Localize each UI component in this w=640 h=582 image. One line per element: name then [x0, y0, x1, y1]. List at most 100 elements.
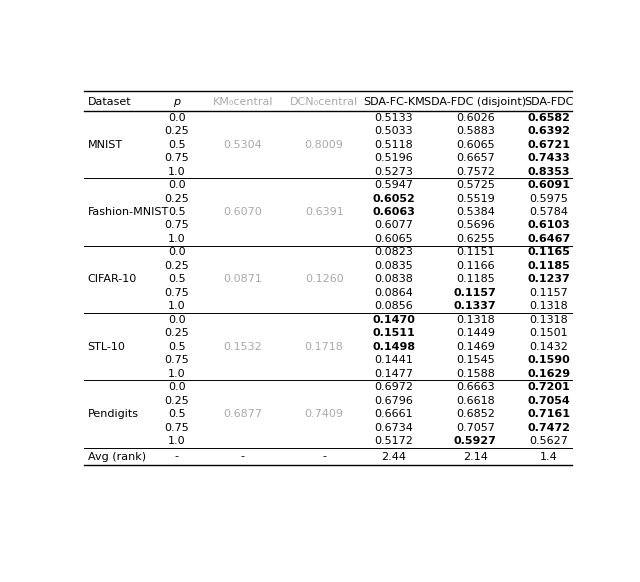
Text: 0.6852: 0.6852 — [456, 409, 495, 419]
Text: 0.7409: 0.7409 — [305, 409, 344, 419]
Text: 0.0: 0.0 — [168, 113, 186, 123]
Text: 0.6467: 0.6467 — [527, 234, 570, 244]
Text: 0.1318: 0.1318 — [529, 301, 568, 311]
Text: 0.1318: 0.1318 — [456, 315, 495, 325]
Text: 0.5172: 0.5172 — [374, 436, 413, 446]
Text: 0.7572: 0.7572 — [456, 166, 495, 176]
Text: 0.7472: 0.7472 — [527, 423, 570, 432]
Text: 0.25: 0.25 — [164, 261, 189, 271]
Text: 0.5725: 0.5725 — [456, 180, 495, 190]
Text: 0.6721: 0.6721 — [527, 140, 570, 150]
Text: 0.1498: 0.1498 — [372, 342, 415, 352]
Text: 1.0: 1.0 — [168, 369, 186, 379]
Text: 0.6796: 0.6796 — [374, 396, 413, 406]
Text: 0.0864: 0.0864 — [374, 288, 413, 298]
Text: 0.1151: 0.1151 — [456, 247, 495, 257]
Text: 1.0: 1.0 — [168, 166, 186, 176]
Text: 0.6734: 0.6734 — [374, 423, 413, 432]
Text: 0.5883: 0.5883 — [456, 126, 495, 136]
Text: Pendigits: Pendigits — [88, 409, 139, 419]
Text: 0.5273: 0.5273 — [374, 166, 413, 176]
Text: 1.0: 1.0 — [168, 234, 186, 244]
Text: 0.7161: 0.7161 — [527, 409, 570, 419]
Text: 0.1260: 0.1260 — [305, 274, 344, 285]
Text: 0.0871: 0.0871 — [223, 274, 262, 285]
Text: 0.7201: 0.7201 — [527, 382, 570, 392]
Text: 0.5118: 0.5118 — [374, 140, 413, 150]
Text: 0.6103: 0.6103 — [527, 221, 570, 230]
Text: 0.6026: 0.6026 — [456, 113, 495, 123]
Text: 0.0823: 0.0823 — [374, 247, 413, 257]
Text: STL-10: STL-10 — [88, 342, 125, 352]
Text: 0.6582: 0.6582 — [527, 113, 570, 123]
Text: 0.1590: 0.1590 — [527, 355, 570, 365]
Text: SDA-FDC (disjoint): SDA-FDC (disjoint) — [424, 97, 526, 107]
Text: 0.1165: 0.1165 — [527, 247, 570, 257]
Text: 0.7433: 0.7433 — [527, 153, 570, 163]
Text: SDA-FC-KM: SDA-FC-KM — [363, 97, 425, 107]
Text: 0.5: 0.5 — [168, 342, 186, 352]
Text: 0.6391: 0.6391 — [305, 207, 344, 217]
Text: 0.5627: 0.5627 — [529, 436, 568, 446]
Text: 2.44: 2.44 — [381, 452, 406, 462]
Text: 1.0: 1.0 — [168, 436, 186, 446]
Text: 0.75: 0.75 — [164, 153, 189, 163]
Text: -: - — [241, 452, 244, 462]
Text: 0.8009: 0.8009 — [305, 140, 344, 150]
Text: 0.1501: 0.1501 — [529, 328, 568, 338]
Text: 0.75: 0.75 — [164, 423, 189, 432]
Text: 0.5384: 0.5384 — [456, 207, 495, 217]
Text: 0.6052: 0.6052 — [372, 194, 415, 204]
Text: 0.6877: 0.6877 — [223, 409, 262, 419]
Text: 0.1166: 0.1166 — [456, 261, 495, 271]
Text: 0.1477: 0.1477 — [374, 369, 413, 379]
Text: 0.1718: 0.1718 — [305, 342, 344, 352]
Text: 0.6063: 0.6063 — [372, 207, 415, 217]
Text: 1.4: 1.4 — [540, 452, 557, 462]
Text: 1.0: 1.0 — [168, 301, 186, 311]
Text: 0.1545: 0.1545 — [456, 355, 495, 365]
Text: 0.6661: 0.6661 — [374, 409, 413, 419]
Text: MNIST: MNIST — [88, 140, 123, 150]
Text: 0.75: 0.75 — [164, 355, 189, 365]
Text: 0.0: 0.0 — [168, 247, 186, 257]
Text: 0.25: 0.25 — [164, 126, 189, 136]
Text: 0.1318: 0.1318 — [529, 315, 568, 325]
Text: 0.75: 0.75 — [164, 288, 189, 298]
Text: 0.1588: 0.1588 — [456, 369, 495, 379]
Text: 0.5: 0.5 — [168, 409, 186, 419]
Text: 0.5196: 0.5196 — [374, 153, 413, 163]
Text: 0.6077: 0.6077 — [374, 221, 413, 230]
Text: 0.5696: 0.5696 — [456, 221, 495, 230]
Text: 2.14: 2.14 — [463, 452, 488, 462]
Text: 0.1629: 0.1629 — [527, 369, 570, 379]
Text: p: p — [173, 97, 180, 107]
Text: 0.1469: 0.1469 — [456, 342, 495, 352]
Text: 0.0: 0.0 — [168, 315, 186, 325]
Text: 0.0: 0.0 — [168, 382, 186, 392]
Text: 0.6065: 0.6065 — [374, 234, 413, 244]
Text: 0.6065: 0.6065 — [456, 140, 495, 150]
Text: 0.5: 0.5 — [168, 140, 186, 150]
Text: 0.1449: 0.1449 — [456, 328, 495, 338]
Text: 0.7057: 0.7057 — [456, 423, 495, 432]
Text: 0.1532: 0.1532 — [223, 342, 262, 352]
Text: 0.1185: 0.1185 — [527, 261, 570, 271]
Text: -: - — [175, 452, 179, 462]
Text: 0.6255: 0.6255 — [456, 234, 495, 244]
Text: 0.25: 0.25 — [164, 194, 189, 204]
Text: 0.5975: 0.5975 — [529, 194, 568, 204]
Text: DCN₀central: DCN₀central — [290, 97, 358, 107]
Text: 0.7054: 0.7054 — [527, 396, 570, 406]
Text: 0.5304: 0.5304 — [223, 140, 262, 150]
Text: 0.6657: 0.6657 — [456, 153, 495, 163]
Text: 0.1432: 0.1432 — [529, 342, 568, 352]
Text: 0.75: 0.75 — [164, 221, 189, 230]
Text: 0.1157: 0.1157 — [454, 288, 497, 298]
Text: 0.0: 0.0 — [168, 180, 186, 190]
Text: 0.5133: 0.5133 — [374, 113, 413, 123]
Text: 0.1511: 0.1511 — [372, 328, 415, 338]
Text: 0.1157: 0.1157 — [529, 288, 568, 298]
Text: 0.6663: 0.6663 — [456, 382, 495, 392]
Text: 0.0856: 0.0856 — [374, 301, 413, 311]
